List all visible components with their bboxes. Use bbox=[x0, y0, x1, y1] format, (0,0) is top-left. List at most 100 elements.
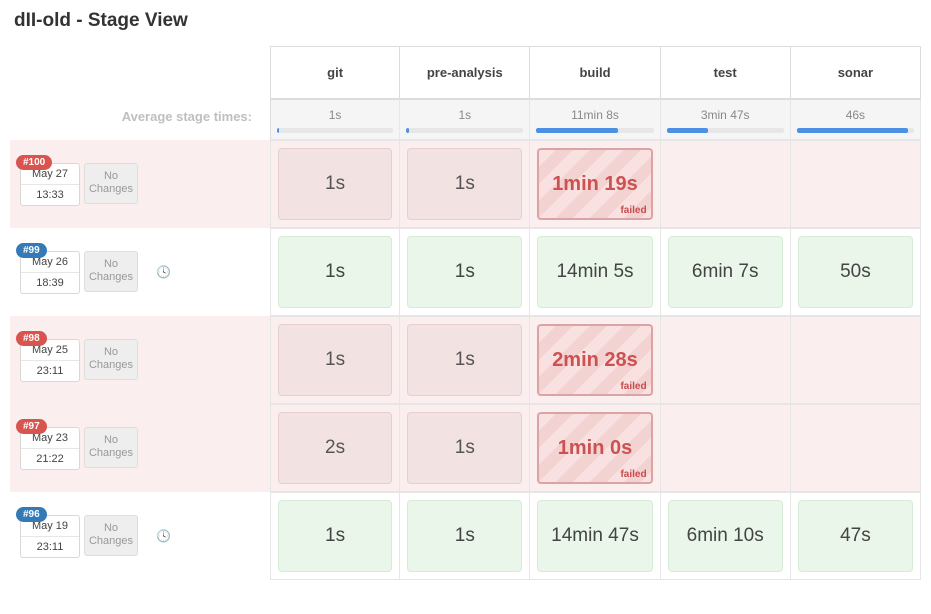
avg-cell: 11min 8s bbox=[530, 99, 660, 140]
clock-icon[interactable]: 🕓 bbox=[156, 265, 171, 279]
stage-cell-wrap: 47s bbox=[791, 492, 921, 580]
stage-header[interactable]: git bbox=[270, 46, 400, 99]
build-row-header[interactable]: #99 May 26 18:39 NoChanges 🕓 bbox=[10, 228, 270, 316]
stage-cell-wrap: 14min 47s bbox=[530, 492, 660, 580]
build-badge[interactable]: #100 bbox=[16, 155, 52, 170]
stage-cell-wrap: 1s bbox=[400, 404, 530, 492]
stage-cell-wrap bbox=[661, 140, 791, 228]
stage-cell-failed[interactable]: 2min 28s failed bbox=[537, 324, 652, 396]
stage-cell[interactable]: 14min 5s bbox=[537, 236, 652, 308]
changes-chip[interactable]: NoChanges bbox=[84, 251, 138, 292]
stage-cell-empty bbox=[798, 148, 913, 220]
build-box: #100 May 27 13:33 NoChanges bbox=[20, 163, 138, 206]
avg-cell: 3min 47s bbox=[661, 99, 791, 140]
stage-cell-wrap: 2s bbox=[270, 404, 400, 492]
stage-header[interactable]: test bbox=[661, 46, 791, 99]
stage-cell-empty bbox=[798, 324, 913, 396]
stage-cell[interactable]: 1s bbox=[278, 236, 392, 308]
stage-cell-wrap: 1s bbox=[270, 492, 400, 580]
build-box: #98 May 25 23:11 NoChanges bbox=[20, 339, 138, 382]
stage-cell-wrap: 1s bbox=[400, 492, 530, 580]
build-time: 18:39 bbox=[21, 272, 79, 293]
stage-cell[interactable]: 14min 47s bbox=[537, 500, 652, 572]
stage-cell[interactable]: 1s bbox=[278, 500, 392, 572]
stage-cell[interactable]: 6min 7s bbox=[668, 236, 783, 308]
stage-cell[interactable]: 50s bbox=[798, 236, 913, 308]
stage-cell[interactable]: 1s bbox=[407, 148, 522, 220]
avg-bar-fill bbox=[277, 128, 279, 133]
avg-bar-fill bbox=[406, 128, 408, 133]
avg-bar-fill bbox=[536, 128, 618, 133]
build-badge[interactable]: #98 bbox=[16, 331, 47, 346]
stage-cell[interactable]: 1s bbox=[407, 236, 522, 308]
stage-cell-failed[interactable]: 1min 19s failed bbox=[537, 148, 652, 220]
stage-cell[interactable]: 1s bbox=[407, 500, 522, 572]
stage-cell[interactable]: 1s bbox=[407, 324, 522, 396]
build-badge[interactable]: #99 bbox=[16, 243, 47, 258]
avg-time: 3min 47s bbox=[667, 108, 784, 122]
changes-chip[interactable]: NoChanges bbox=[84, 427, 138, 468]
stage-cell[interactable]: 1s bbox=[407, 412, 522, 484]
build-badge[interactable]: #97 bbox=[16, 419, 47, 434]
stage-cell-empty bbox=[798, 412, 913, 484]
build-box: #96 May 19 23:11 NoChanges bbox=[20, 515, 138, 558]
stage-cell-wrap: 1s bbox=[270, 228, 400, 316]
stage-cell-wrap: 1s bbox=[400, 316, 530, 404]
stage-cell-wrap: 1s bbox=[400, 228, 530, 316]
build-row-header[interactable]: #96 May 19 23:11 NoChanges 🕓 bbox=[10, 492, 270, 580]
avg-time: 1s bbox=[406, 108, 523, 122]
stage-cell[interactable]: 2s bbox=[278, 412, 392, 484]
stage-cell-wrap: 2min 28s failed bbox=[530, 316, 660, 404]
stage-cell-wrap: 14min 5s bbox=[530, 228, 660, 316]
avg-bar-track bbox=[277, 128, 393, 133]
avg-cell: 1s bbox=[400, 99, 530, 140]
avg-bar-fill bbox=[667, 128, 708, 133]
stage-cell-wrap: 6min 7s bbox=[661, 228, 791, 316]
stage-cell-empty bbox=[668, 412, 783, 484]
build-time: 23:11 bbox=[21, 360, 79, 381]
failed-tag: failed bbox=[620, 381, 646, 392]
stage-cell-wrap: 1min 19s failed bbox=[530, 140, 660, 228]
build-box: #97 May 23 21:22 NoChanges bbox=[20, 427, 138, 470]
page-title: dII-old - Stage View bbox=[14, 10, 921, 32]
stage-cell-wrap: 1s bbox=[270, 316, 400, 404]
avg-bar-track bbox=[406, 128, 523, 133]
stage-cell-wrap bbox=[791, 404, 921, 492]
stage-cell-wrap bbox=[791, 140, 921, 228]
build-time: 21:22 bbox=[21, 448, 79, 469]
stage-grid: gitpre-analysisbuildtestsonarAverage sta… bbox=[10, 46, 921, 580]
stage-cell-failed[interactable]: 1min 0s failed bbox=[537, 412, 652, 484]
stage-header[interactable]: sonar bbox=[791, 46, 921, 99]
stage-cell-empty bbox=[668, 148, 783, 220]
build-row-header[interactable]: #98 May 25 23:11 NoChanges bbox=[10, 316, 270, 404]
clock-icon[interactable]: 🕓 bbox=[156, 529, 171, 543]
stage-cell-wrap: 50s bbox=[791, 228, 921, 316]
failed-tag: failed bbox=[620, 469, 646, 480]
avg-bar-fill bbox=[797, 128, 908, 133]
avg-bar-track bbox=[667, 128, 784, 133]
header-spacer bbox=[10, 46, 270, 99]
changes-chip[interactable]: NoChanges bbox=[84, 339, 138, 380]
stage-cell-empty bbox=[668, 324, 783, 396]
avg-time: 1s bbox=[277, 108, 393, 122]
stage-cell-wrap: 6min 10s bbox=[661, 492, 791, 580]
changes-chip[interactable]: NoChanges bbox=[84, 515, 138, 556]
stage-header[interactable]: build bbox=[530, 46, 660, 99]
changes-chip[interactable]: NoChanges bbox=[84, 163, 138, 204]
build-time: 13:33 bbox=[21, 184, 79, 205]
stage-cell[interactable]: 1s bbox=[278, 148, 392, 220]
stage-cell[interactable]: 6min 10s bbox=[668, 500, 783, 572]
avg-time: 11min 8s bbox=[536, 108, 653, 122]
stage-cell-wrap bbox=[791, 316, 921, 404]
build-time: 23:11 bbox=[21, 536, 79, 557]
stage-cell-wrap bbox=[661, 404, 791, 492]
stage-cell[interactable]: 1s bbox=[278, 324, 392, 396]
stage-header[interactable]: pre-analysis bbox=[400, 46, 530, 99]
build-badge[interactable]: #96 bbox=[16, 507, 47, 522]
stage-cell[interactable]: 47s bbox=[798, 500, 913, 572]
avg-cell: 46s bbox=[791, 99, 921, 140]
build-row-header[interactable]: #100 May 27 13:33 NoChanges bbox=[10, 140, 270, 228]
avg-bar-track bbox=[797, 128, 914, 133]
failed-tag: failed bbox=[620, 205, 646, 216]
build-row-header[interactable]: #97 May 23 21:22 NoChanges bbox=[10, 404, 270, 492]
